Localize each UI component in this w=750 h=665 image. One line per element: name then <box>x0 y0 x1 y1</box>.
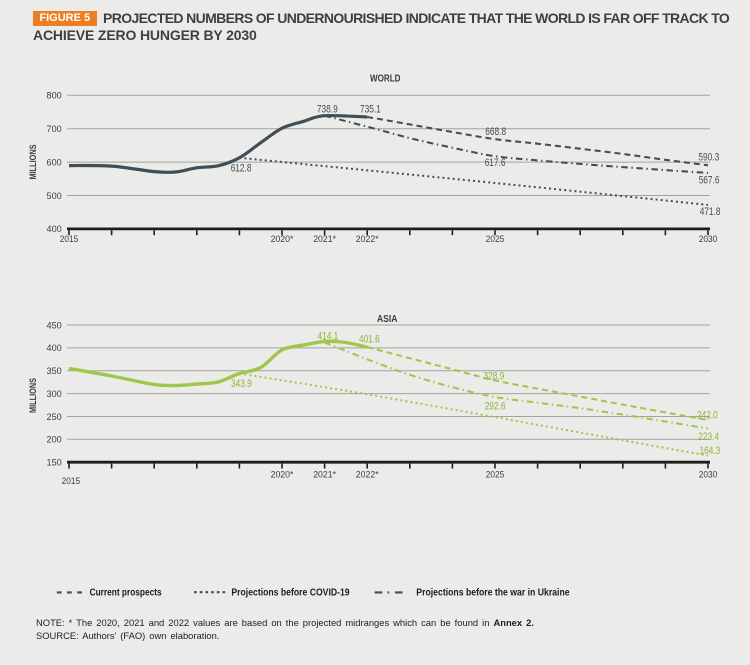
svg-text:2020*: 2020* <box>271 234 294 245</box>
svg-text:2022*: 2022* <box>356 469 379 480</box>
svg-text:328.9: 328.9 <box>484 371 505 383</box>
svg-text:2030: 2030 <box>699 234 718 245</box>
svg-text:242.0: 242.0 <box>697 410 718 422</box>
svg-text:400: 400 <box>47 224 62 235</box>
svg-text:735.1: 735.1 <box>360 104 381 116</box>
svg-text:150: 150 <box>47 458 62 469</box>
svg-text:ASIA: ASIA <box>377 314 397 325</box>
svg-text:223.4: 223.4 <box>698 431 719 443</box>
svg-text:350: 350 <box>47 366 62 377</box>
svg-text:738.9: 738.9 <box>317 103 338 115</box>
svg-text:2015: 2015 <box>62 476 81 487</box>
svg-text:2022*: 2022* <box>356 234 379 245</box>
svg-text:590.3: 590.3 <box>698 151 719 163</box>
svg-text:343.9: 343.9 <box>231 378 252 390</box>
svg-text:2025: 2025 <box>486 234 505 245</box>
svg-text:MILLIONS: MILLIONS <box>28 145 39 180</box>
svg-text:414.1: 414.1 <box>318 330 339 342</box>
svg-text:567.6: 567.6 <box>699 175 720 187</box>
svg-text:471.8: 471.8 <box>700 206 721 218</box>
svg-text:Projections before COVID-19: Projections before COVID-19 <box>231 587 350 598</box>
svg-text:450: 450 <box>47 320 62 331</box>
svg-text:292.6: 292.6 <box>485 401 506 413</box>
svg-text:WORLD: WORLD <box>370 73 401 84</box>
svg-text:500: 500 <box>47 191 62 202</box>
svg-text:200: 200 <box>47 435 62 446</box>
svg-text:2021*: 2021* <box>313 234 336 245</box>
svg-text:800: 800 <box>47 91 62 102</box>
svg-text:2021*: 2021* <box>313 469 336 480</box>
svg-text:2015: 2015 <box>60 234 79 245</box>
svg-text:612.8: 612.8 <box>231 163 252 175</box>
svg-text:2030: 2030 <box>699 469 718 480</box>
svg-text:2020*: 2020* <box>271 469 294 480</box>
svg-text:401.6: 401.6 <box>359 333 380 345</box>
svg-text:400: 400 <box>47 343 62 354</box>
svg-text:Current prospects: Current prospects <box>90 587 162 598</box>
svg-text:617.6: 617.6 <box>485 157 506 169</box>
svg-text:MILLIONS: MILLIONS <box>28 378 39 413</box>
svg-text:250: 250 <box>47 412 62 423</box>
svg-text:2025: 2025 <box>486 469 505 480</box>
svg-text:164.3: 164.3 <box>700 445 721 457</box>
svg-text:600: 600 <box>47 157 62 168</box>
svg-text:Projections before the war in: Projections before the war in Ukraine <box>416 587 570 598</box>
svg-text:700: 700 <box>47 124 62 135</box>
svg-text:300: 300 <box>47 389 62 400</box>
svg-text:668.8: 668.8 <box>485 126 506 138</box>
